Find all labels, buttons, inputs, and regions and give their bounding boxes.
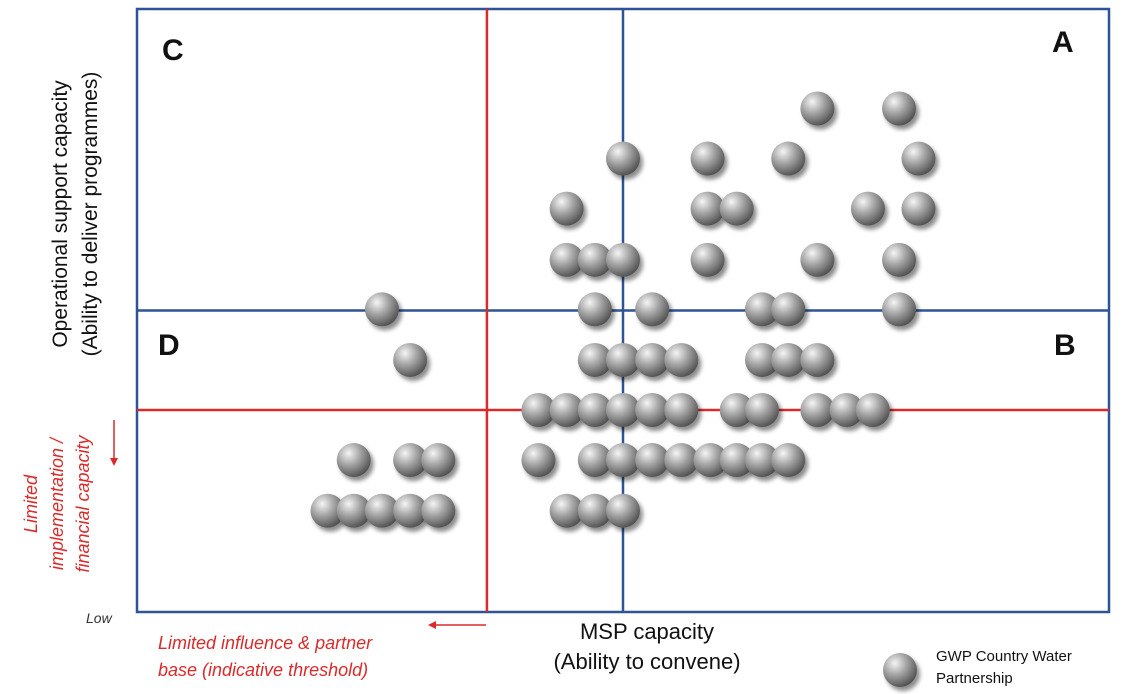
partnership-point (664, 443, 699, 478)
partnership-point (577, 342, 612, 377)
legend-label-line2: Partnership (936, 670, 1013, 687)
legend-sphere-icon (883, 653, 917, 687)
partnership-point (719, 191, 754, 226)
data-points (310, 91, 936, 528)
partnership-point (901, 141, 936, 176)
msp-threshold-label: Limited influence & partner base (indica… (158, 630, 372, 684)
partnership-point (690, 191, 725, 226)
partnership-point (690, 242, 725, 277)
partnership-point (882, 91, 917, 126)
partnership-point (882, 242, 917, 277)
partnership-point (606, 342, 640, 377)
partnership-point (606, 493, 640, 528)
partnership-point (606, 392, 640, 427)
partnership-point (577, 292, 612, 327)
partnership-point (635, 443, 670, 478)
legend-label: GWP Country Water Partnership (936, 646, 1072, 690)
partnership-point (421, 493, 456, 528)
y-axis-title: Operational support capacity (Ability to… (46, 44, 106, 384)
partnership-point (800, 242, 835, 277)
partnership-point (744, 392, 779, 427)
implementation-threshold-label-line2: implementation / (47, 437, 67, 571)
implementation-threshold-label-line3: financial capacity (73, 435, 93, 573)
partnership-point (800, 91, 835, 126)
quadrant-label-c: C (162, 34, 184, 67)
partnership-point (393, 493, 428, 528)
partnership-point (606, 141, 640, 176)
partnership-point (393, 342, 428, 377)
partnership-point (719, 392, 754, 427)
x-axis-title-line1: MSP capacity (579, 619, 715, 644)
partnership-point (800, 342, 835, 377)
quadrant-label-b: B (1054, 329, 1076, 362)
quadrant-label-d: D (158, 329, 180, 362)
y-axis-title-line1: Operational support capacity (49, 80, 72, 348)
partnership-point (364, 292, 399, 327)
msp-threshold-label-line2: base (indicative threshold) (158, 660, 369, 680)
partnership-point (549, 392, 584, 427)
partnership-point (336, 443, 371, 478)
partnership-point (336, 493, 371, 528)
partnership-point (744, 292, 779, 327)
partnership-point (850, 191, 885, 226)
low-label: Low (86, 610, 112, 626)
implementation-threshold-label: Limited implementation / financial capac… (18, 404, 96, 604)
partnership-point (421, 443, 456, 478)
msp-threshold-label-line1: Limited influence & partner (158, 633, 373, 653)
partnership-point (744, 443, 779, 478)
partnership-point (635, 342, 670, 377)
partnership-point (521, 443, 556, 478)
y-axis-title-line2: (Ability to deliver programmes) (79, 71, 102, 357)
quadrant-label-a: A (1052, 26, 1074, 59)
x-axis-title-line2: (Ability to convene) (553, 649, 741, 674)
partnership-point (771, 141, 806, 176)
partnership-point (635, 292, 670, 327)
partnership-point (690, 141, 725, 176)
threshold-arrowhead-left (428, 621, 436, 629)
partnership-point (901, 191, 936, 226)
partnership-point (549, 191, 584, 226)
partnership-point (829, 392, 864, 427)
legend-label-line1: GWP Country Water (936, 648, 1072, 665)
partnership-point (606, 443, 640, 478)
partnership-point (549, 493, 584, 528)
partnership-point (577, 443, 612, 478)
partnership-point (800, 392, 835, 427)
partnership-point (882, 292, 917, 327)
partnership-point (744, 342, 779, 377)
partnership-point (577, 493, 612, 528)
partnership-point (310, 493, 345, 528)
implementation-threshold-label-line1: Limited (21, 474, 41, 534)
partnership-point (771, 443, 806, 478)
partnership-point (771, 292, 806, 327)
partnership-point (719, 443, 754, 478)
partnership-point (521, 392, 556, 427)
partnership-point (664, 392, 699, 427)
threshold-arrowhead-down (110, 458, 118, 466)
partnership-point (664, 342, 699, 377)
partnership-point (577, 392, 612, 427)
partnership-point (577, 242, 612, 277)
partnership-point (771, 342, 806, 377)
partnership-point (549, 242, 584, 277)
partnership-point (855, 392, 890, 427)
partnership-point (635, 392, 670, 427)
x-axis-title: MSP capacity (Ability to convene) (522, 617, 772, 677)
partnership-point (393, 443, 428, 478)
partnership-point (606, 242, 640, 277)
partnership-point (364, 493, 399, 528)
partnership-point (693, 443, 728, 478)
